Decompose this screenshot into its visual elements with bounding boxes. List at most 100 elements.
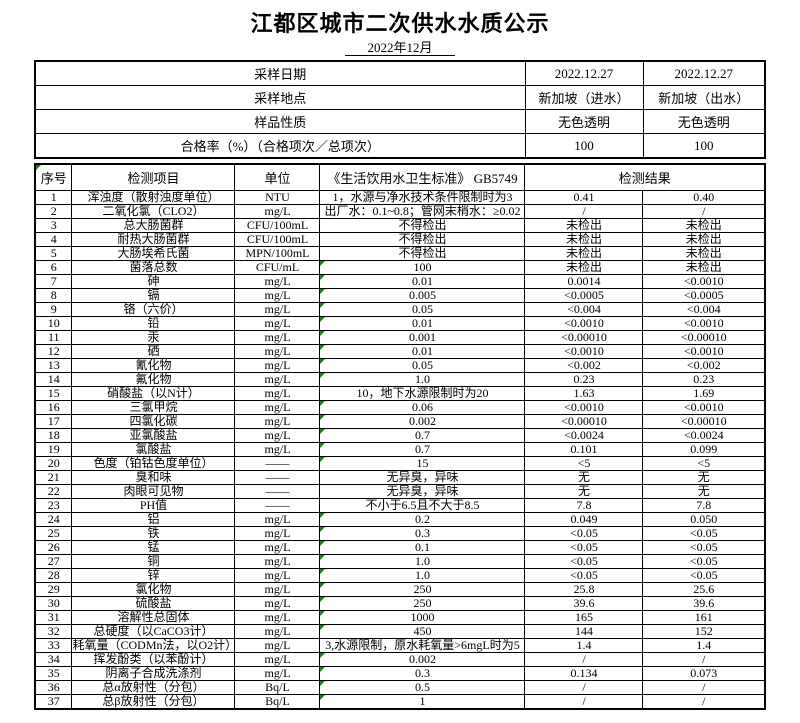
cell-result-inlet: 未检出 [524,218,644,233]
cell-item: 硒 [71,344,236,359]
cell-result-inlet: <0.00010 [524,330,644,345]
cell-standard: 0.1 [319,540,526,555]
cell-unit: Bq/L [234,680,321,695]
cell-result-inlet: <0.05 [524,554,644,569]
cell-unit: mg/L [234,204,321,219]
cell-no: 34 [34,652,73,667]
cell-standard: 1.0 [319,372,526,387]
cell-no: 19 [34,442,73,457]
cell-no: 26 [34,540,73,555]
cell-item: 砷 [71,274,236,289]
cell-item: 耗氧量（CODMn法，以O2计） [71,638,236,653]
cell-unit: mg/L [234,442,321,457]
cell-result-outlet: <0.0010 [642,400,766,415]
cell-result-outlet: / [642,694,766,710]
cell-standard: 0.05 [319,302,526,317]
cell-standard: 1.0 [319,568,526,583]
cell-result-outlet: 1.69 [642,386,766,401]
cell-standard: 出厂水：0.1~0.8；管网末梢水：≥0.02 [319,204,526,219]
table-row: 8 镉 mg/L 0.005 <0.0005 <0.0005 [34,288,766,303]
results-table: 序号 检测项目 单位 《生活饮用水卫生标准》 GB5749 检测结果 1 浑浊度（… [33,163,766,710]
cell-result-outlet: 39.6 [642,596,766,611]
cell-result-inlet: <0.004 [524,302,644,317]
col-header-item: 检测项目 [71,163,236,191]
table-row: 4 耐热大肠菌群 CFU/100mL 不得检出 未检出 未检出 [34,232,766,247]
table-row: 13 氰化物 mg/L 0.05 <0.002 <0.002 [34,358,766,373]
cell-item: 溶解性总固体 [71,610,236,625]
cell-result-outlet: 1.4 [642,638,766,653]
cell-result-outlet: 无 [642,470,766,485]
cell-item: 总硬度（以CaCO3计） [71,624,236,639]
cell-result-outlet: 0.073 [642,666,766,681]
cell-item: 浑浊度（散射浊度单位） [71,190,236,205]
cell-no: 35 [34,666,73,681]
cell-item: 总β放射性（分包） [71,694,236,710]
cell-result-inlet: 0.101 [524,442,644,457]
cell-standard-text: 0.06 [411,400,433,414]
cell-result-inlet: 0.23 [524,372,644,387]
cell-standard: 3,水源限制，原水耗氧量>6mgL时为5 [319,638,526,653]
cell-item: 锰 [71,540,236,555]
cell-result-inlet: 0.41 [524,190,644,205]
cell-standard-text: 1.0 [414,568,430,582]
cell-item: 挥发酚类（以苯酚计） [71,652,236,667]
cell-no: 25 [34,526,73,541]
cell-result-inlet: <0.0005 [524,288,644,303]
cell-unit: mg/L [234,540,321,555]
cell-result-outlet: / [642,652,766,667]
table-row: 24 铝 mg/L 0.2 0.049 0.050 [34,512,766,527]
cell-no: 2 [34,204,73,219]
excel-error-triangle-icon [320,429,326,434]
cell-standard-text: 0.05 [411,358,433,372]
cell-standard-text: 0.7 [414,442,430,456]
table-row: 15 硝酸盐（以N计） mg/L 10，地下水源限制时为20 1.63 1.69 [34,386,766,401]
cell-result-outlet: <0.0005 [642,288,766,303]
table-row: 36 总α放射性（分包） Bq/L 0.5 // [34,680,766,695]
summary-row: 样品性质 无色透明 无色透明 [34,109,766,134]
cell-result-outlet: 0.050 [642,512,766,527]
cell-result-inlet: <0.00010 [524,414,644,429]
summary-value-inlet: 2022.12.27 [524,60,644,86]
cell-result-inlet: <0.05 [524,540,644,555]
cell-standard: 无异臭，异味 [319,470,526,485]
report-month: 2022年12月 [345,40,455,56]
cell-result-inlet: / [524,694,644,710]
cell-standard-text: 0.7 [414,428,430,442]
cell-result-outlet: 25.6 [642,582,766,597]
cell-standard: 0.3 [319,666,526,681]
table-row: 23 PH值 —— 不小于6.5且不大于8.5 7.8 7.8 [34,498,766,513]
table-row: 9 铬（六价） mg/L 0.05 <0.004 <0.004 [34,302,766,317]
cell-standard-text: 0.01 [411,316,433,330]
cell-unit: Bq/L [234,694,321,710]
cell-item: 铝 [71,512,236,527]
cell-standard: 不得检出 [319,218,526,233]
cell-standard: 0.01 [319,316,526,331]
cell-result-outlet: 161 [642,610,766,625]
cell-standard-text: 0.01 [411,344,433,358]
cell-result-inlet: 0.134 [524,666,644,681]
cell-item: 总α放射性（分包） [71,680,236,695]
cell-no: 23 [34,498,73,513]
cell-result-inlet: <0.05 [524,568,644,583]
cell-standard-text: 1 [419,694,426,708]
cell-result-inlet: / [524,680,644,695]
cell-result-outlet: <0.05 [642,526,766,541]
cell-result-inlet: <0.0010 [524,316,644,331]
table-row: 21 臭和味 —— 无异臭，异味无无 [34,470,766,485]
cell-result-inlet: <0.0010 [524,344,644,359]
table-row: 22 肉眼可见物 —— 无异臭，异味无无 [34,484,766,499]
excel-error-triangle-icon [320,695,326,700]
cell-standard: 无异臭，异味 [319,484,526,499]
cell-standard-text: 0.001 [408,330,436,344]
cell-no: 9 [34,302,73,317]
cell-item: 铅 [71,316,236,331]
cell-unit: mg/L [234,386,321,401]
cell-standard: 不得检出 [319,232,526,247]
cell-unit: mg/L [234,288,321,303]
cell-item: 铜 [71,554,236,569]
cell-item: 铬（六价） [71,302,236,317]
cell-standard-text: 100 [413,260,432,274]
cell-unit: —— [234,498,321,513]
cell-no: 6 [34,260,73,275]
cell-no: 16 [34,400,73,415]
